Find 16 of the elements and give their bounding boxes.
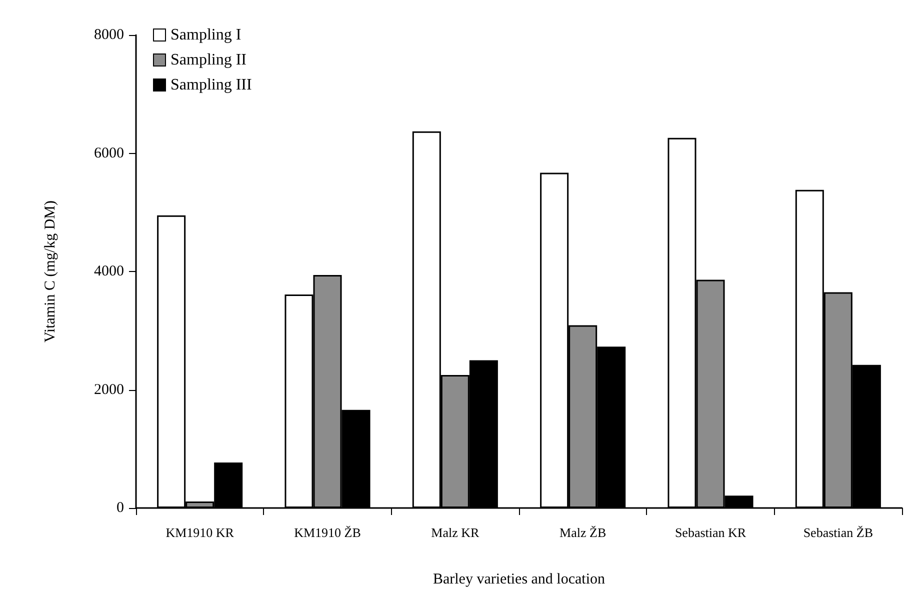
y-tick-label: 8000 — [94, 27, 124, 43]
x-tick-label: Sebastian ŽB — [803, 525, 874, 540]
x-tick-label: KM1910 KR — [166, 525, 234, 540]
legend-label: Sampling III — [170, 76, 252, 94]
y-tick-label: 0 — [116, 500, 124, 516]
x-tick-label: KM1910 ŽB — [294, 525, 362, 540]
y-tick-label: 4000 — [94, 264, 124, 280]
y-tick-label: 2000 — [94, 382, 124, 398]
x-tick-label: Malz KR — [431, 525, 480, 540]
legend-label: Sampling II — [170, 52, 246, 68]
y-axis-title: Vitamin C (mg/kg DM) — [42, 200, 58, 343]
x-tick-label: Malz ŽB — [560, 525, 606, 540]
x-tick-label: Sebastian KR — [674, 525, 746, 540]
legend-label: Sampling I — [170, 26, 242, 44]
y-tick-label: 6000 — [94, 145, 124, 162]
x-axis-title: Barley varieties and location — [432, 572, 606, 588]
